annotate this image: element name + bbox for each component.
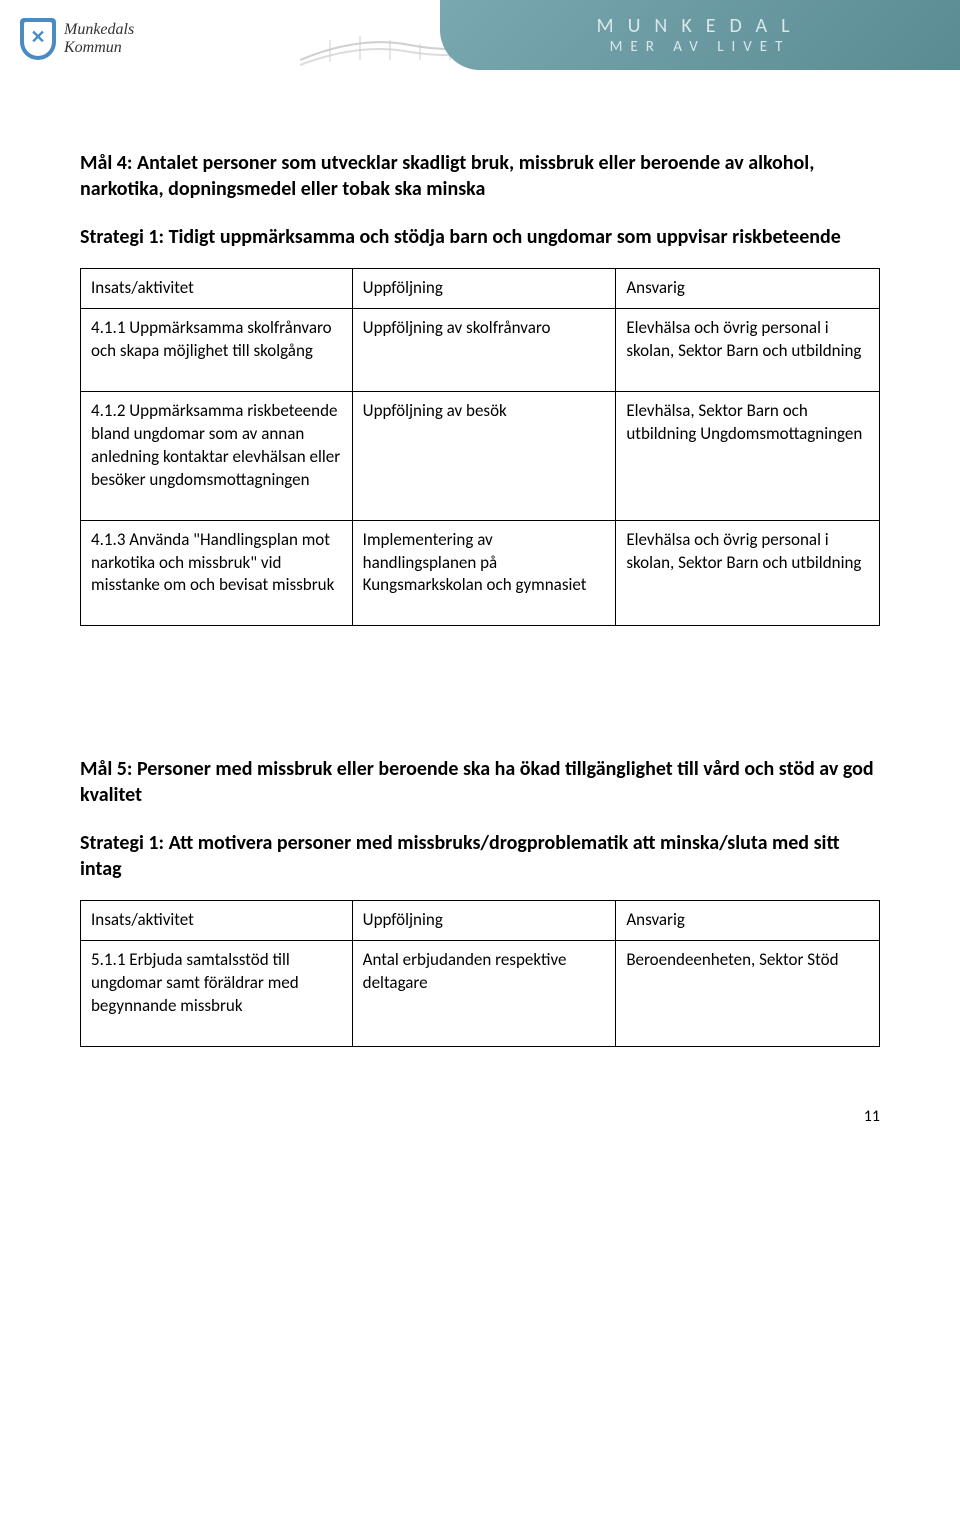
header-slogan: MUNKEDAL MER AV LIVET xyxy=(440,0,960,70)
col-insats: Insats/aktivitet xyxy=(81,901,353,941)
cell-insats: 4.1.3 Använda "Handlingsplan mot narkoti… xyxy=(81,520,353,626)
cell-ansvarig: Elevhälsa och övrig personal i skolan, S… xyxy=(616,308,880,391)
kommun-line2: Kommun xyxy=(64,39,134,57)
table-row: 4.1.2 Uppmärksamma riskbeteende bland un… xyxy=(81,391,880,520)
cell-uppfoljning: Implementering av handlingsplanen på Kun… xyxy=(352,520,616,626)
cell-ansvarig: Beroendeenheten, Sektor Stöd xyxy=(616,941,880,1047)
table-row: 4.1.3 Använda "Handlingsplan mot narkoti… xyxy=(81,520,880,626)
kommun-logo-block: Munkedals Kommun xyxy=(20,18,134,60)
cell-insats: 5.1.1 Erbjuda samtalsstöd till ungdomar … xyxy=(81,941,353,1047)
header-banner: Munkedals Kommun MUNKEDAL MER AV LIVET xyxy=(0,0,960,90)
col-insats: Insats/aktivitet xyxy=(81,269,353,309)
goal5-heading: Mål 5: Personer med missbruk eller beroe… xyxy=(80,756,880,808)
table-header-row: Insats/aktivitet Uppföljning Ansvarig xyxy=(81,901,880,941)
cell-ansvarig: Elevhälsa och övrig personal i skolan, S… xyxy=(616,520,880,626)
cell-uppfoljning: Antal erbjudanden respektive deltagare xyxy=(352,941,616,1047)
col-uppfoljning: Uppföljning xyxy=(352,269,616,309)
kommun-line1: Munkedals xyxy=(64,21,134,39)
cell-insats: 4.1.1 Uppmärksamma skolfrånvaro och skap… xyxy=(81,308,353,391)
goal4-table: Insats/aktivitet Uppföljning Ansvarig 4.… xyxy=(80,268,880,626)
table-row: 4.1.1 Uppmärksamma skolfrånvaro och skap… xyxy=(81,308,880,391)
col-ansvarig: Ansvarig xyxy=(616,269,880,309)
cell-ansvarig: Elevhälsa, Sektor Barn och utbildning Un… xyxy=(616,391,880,520)
cell-insats: 4.1.2 Uppmärksamma riskbeteende bland un… xyxy=(81,391,353,520)
table-row: 5.1.1 Erbjuda samtalsstöd till ungdomar … xyxy=(81,941,880,1047)
page-content: Mål 4: Antalet personer som utvecklar sk… xyxy=(0,90,960,1107)
cell-uppfoljning: Uppföljning av skolfrånvaro xyxy=(352,308,616,391)
col-uppfoljning: Uppföljning xyxy=(352,901,616,941)
slogan-line2: MER AV LIVET xyxy=(610,38,791,56)
goal5-strategy-heading: Strategi 1: Att motivera personer med mi… xyxy=(80,830,880,882)
kommun-name: Munkedals Kommun xyxy=(64,21,134,56)
cell-uppfoljning: Uppföljning av besök xyxy=(352,391,616,520)
page-number: 11 xyxy=(0,1107,960,1156)
goal5-table: Insats/aktivitet Uppföljning Ansvarig 5.… xyxy=(80,900,880,1047)
kommun-shield-icon xyxy=(20,18,56,60)
col-ansvarig: Ansvarig xyxy=(616,901,880,941)
goal4-strategy-heading: Strategi 1: Tidigt uppmärksamma och stöd… xyxy=(80,224,880,250)
table-header-row: Insats/aktivitet Uppföljning Ansvarig xyxy=(81,269,880,309)
goal4-heading: Mål 4: Antalet personer som utvecklar sk… xyxy=(80,150,880,202)
slogan-line1: MUNKEDAL xyxy=(597,14,804,38)
